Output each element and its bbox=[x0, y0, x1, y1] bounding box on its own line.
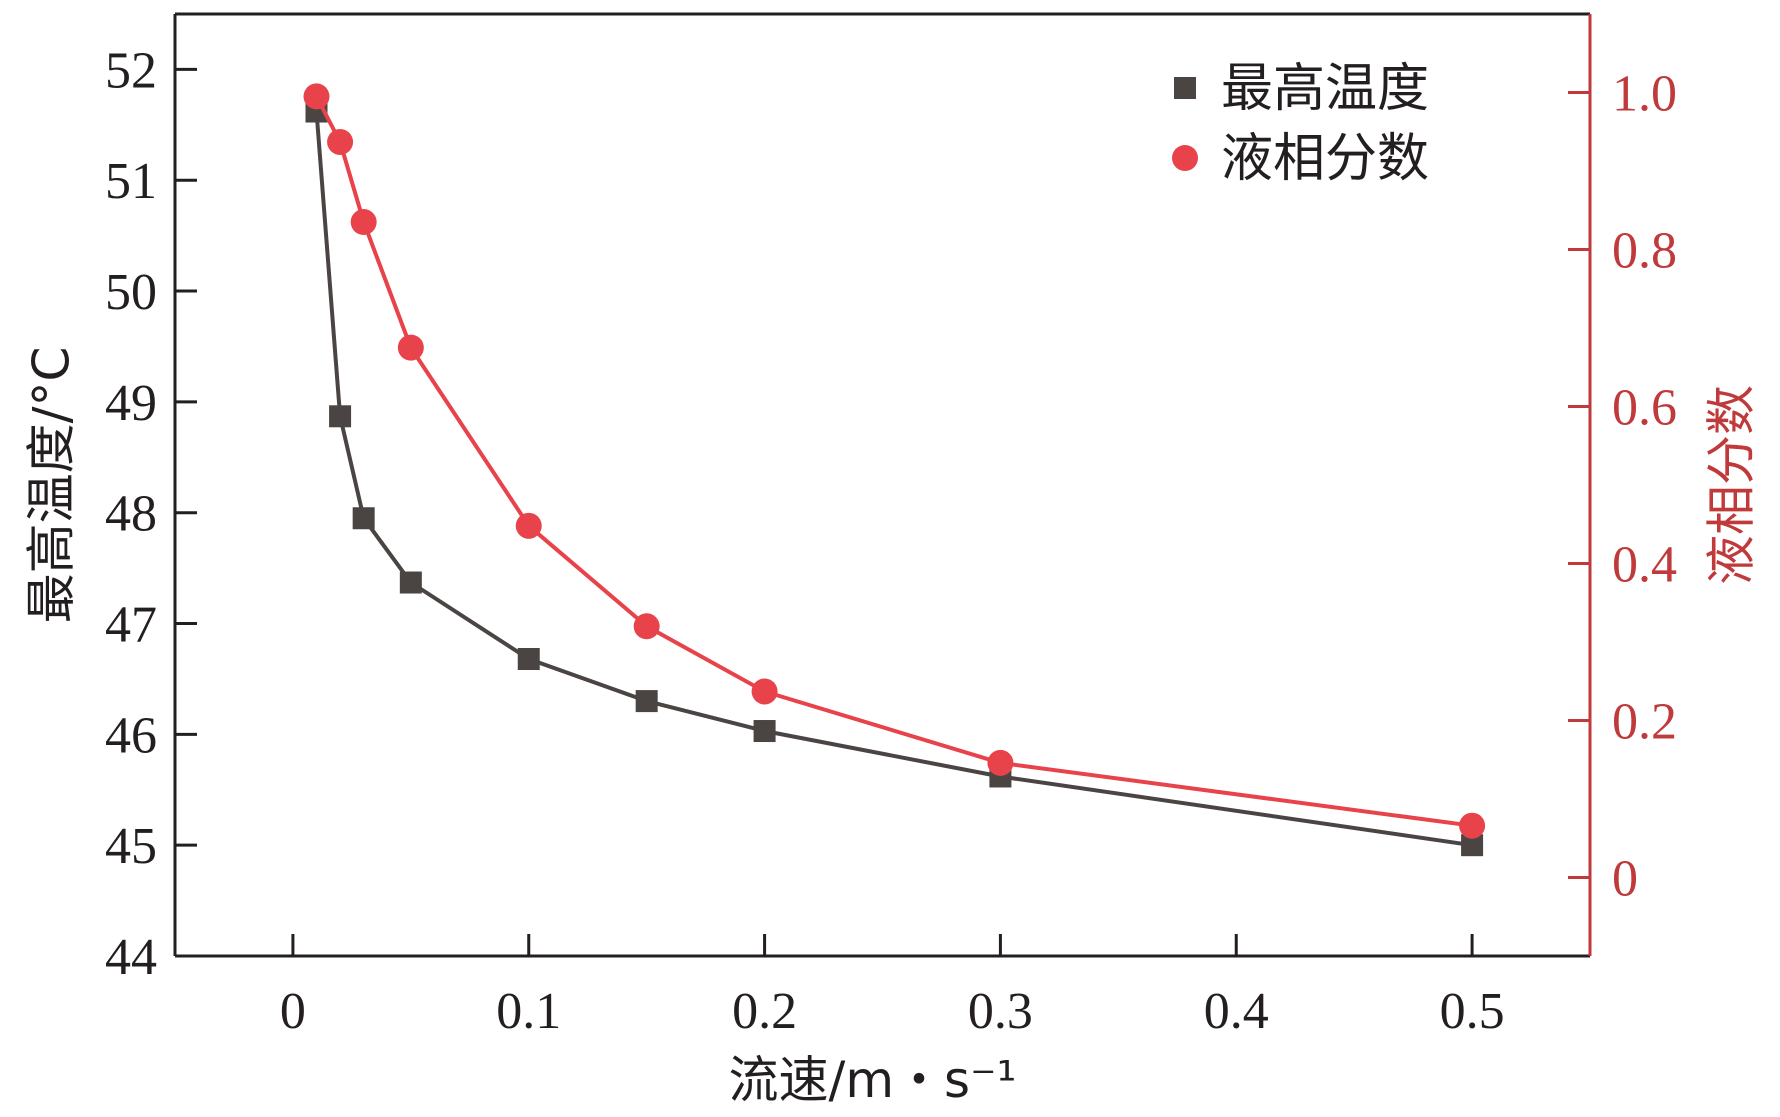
data-point-square bbox=[753, 720, 776, 743]
data-point-circle bbox=[633, 613, 660, 640]
data-point-circle bbox=[1459, 812, 1486, 839]
x-tick-label: 0.1 bbox=[496, 983, 561, 1040]
series-line-0 bbox=[314, 111, 1473, 848]
data-point-circle bbox=[397, 334, 424, 361]
y-right-axis-ticks: 0 0.2 0.4 0.6 0.8 1.0 bbox=[1568, 66, 1677, 908]
data-point-square bbox=[635, 690, 658, 713]
y-left-tick-label: 51 bbox=[105, 153, 157, 210]
data-point-circle bbox=[303, 83, 330, 110]
series-line-1 bbox=[314, 95, 1473, 828]
y-left-tick-label: 48 bbox=[105, 486, 157, 543]
y-right-tick-label: 0.6 bbox=[1612, 380, 1677, 437]
x-tick-label: 0.4 bbox=[1204, 983, 1269, 1040]
y-left-tick-label: 44 bbox=[105, 929, 157, 986]
x-tick-label: 0 bbox=[280, 983, 306, 1040]
legend-label-max-temperature: 最高温度 bbox=[1221, 59, 1429, 119]
y-right-tick-label: 0.8 bbox=[1612, 223, 1677, 280]
data-point-circle bbox=[751, 678, 778, 705]
data-point-circle bbox=[350, 209, 377, 236]
data-point-circle bbox=[515, 512, 542, 539]
y-right-tick-label: 0.2 bbox=[1612, 694, 1677, 751]
y-left-tick-label: 45 bbox=[105, 818, 157, 875]
legend-label-liquid-fraction: 液相分数 bbox=[1221, 129, 1429, 189]
y-left-axis-ticks: 44 45 46 47 48 49 50 51 52 bbox=[105, 42, 197, 986]
data-point-square bbox=[329, 405, 352, 428]
data-point-square bbox=[352, 507, 375, 530]
x-tick-label: 0.5 bbox=[1440, 983, 1505, 1040]
x-axis-title: 流速/m・s⁻¹ bbox=[728, 1051, 1016, 1109]
x-tick-label: 0.3 bbox=[968, 983, 1033, 1040]
data-point-square bbox=[517, 647, 540, 670]
x-tick-label: 0.2 bbox=[732, 983, 797, 1040]
data-point-square bbox=[399, 571, 422, 594]
legend-marker-max-temperature bbox=[1174, 77, 1196, 99]
y-right-axis-title: 液相分数 bbox=[1703, 385, 1761, 585]
legend-marker-liquid-fraction bbox=[1172, 145, 1198, 171]
plot-frame bbox=[173, 12, 1592, 958]
data-point-circle bbox=[327, 128, 354, 155]
series-layer bbox=[303, 83, 1486, 857]
legend: 最高温度 液相分数 bbox=[1172, 59, 1429, 189]
x-axis-ticks: 0 0.1 0.2 0.3 0.4 0.5 bbox=[280, 934, 1505, 1040]
data-point-circle bbox=[987, 749, 1014, 776]
y-left-tick-label: 49 bbox=[105, 375, 157, 432]
y-left-tick-label: 47 bbox=[105, 597, 157, 654]
y-right-tick-label: 0 bbox=[1612, 851, 1638, 908]
y-right-tick-label: 0.4 bbox=[1612, 537, 1677, 594]
y-left-tick-label: 46 bbox=[105, 707, 157, 764]
y-left-tick-label: 50 bbox=[105, 264, 157, 321]
y-left-tick-label: 52 bbox=[105, 42, 157, 99]
data-point-square bbox=[1461, 834, 1484, 857]
y-left-axis-title: 最高温度/°C bbox=[23, 347, 81, 624]
y-right-tick-label: 1.0 bbox=[1612, 66, 1677, 123]
